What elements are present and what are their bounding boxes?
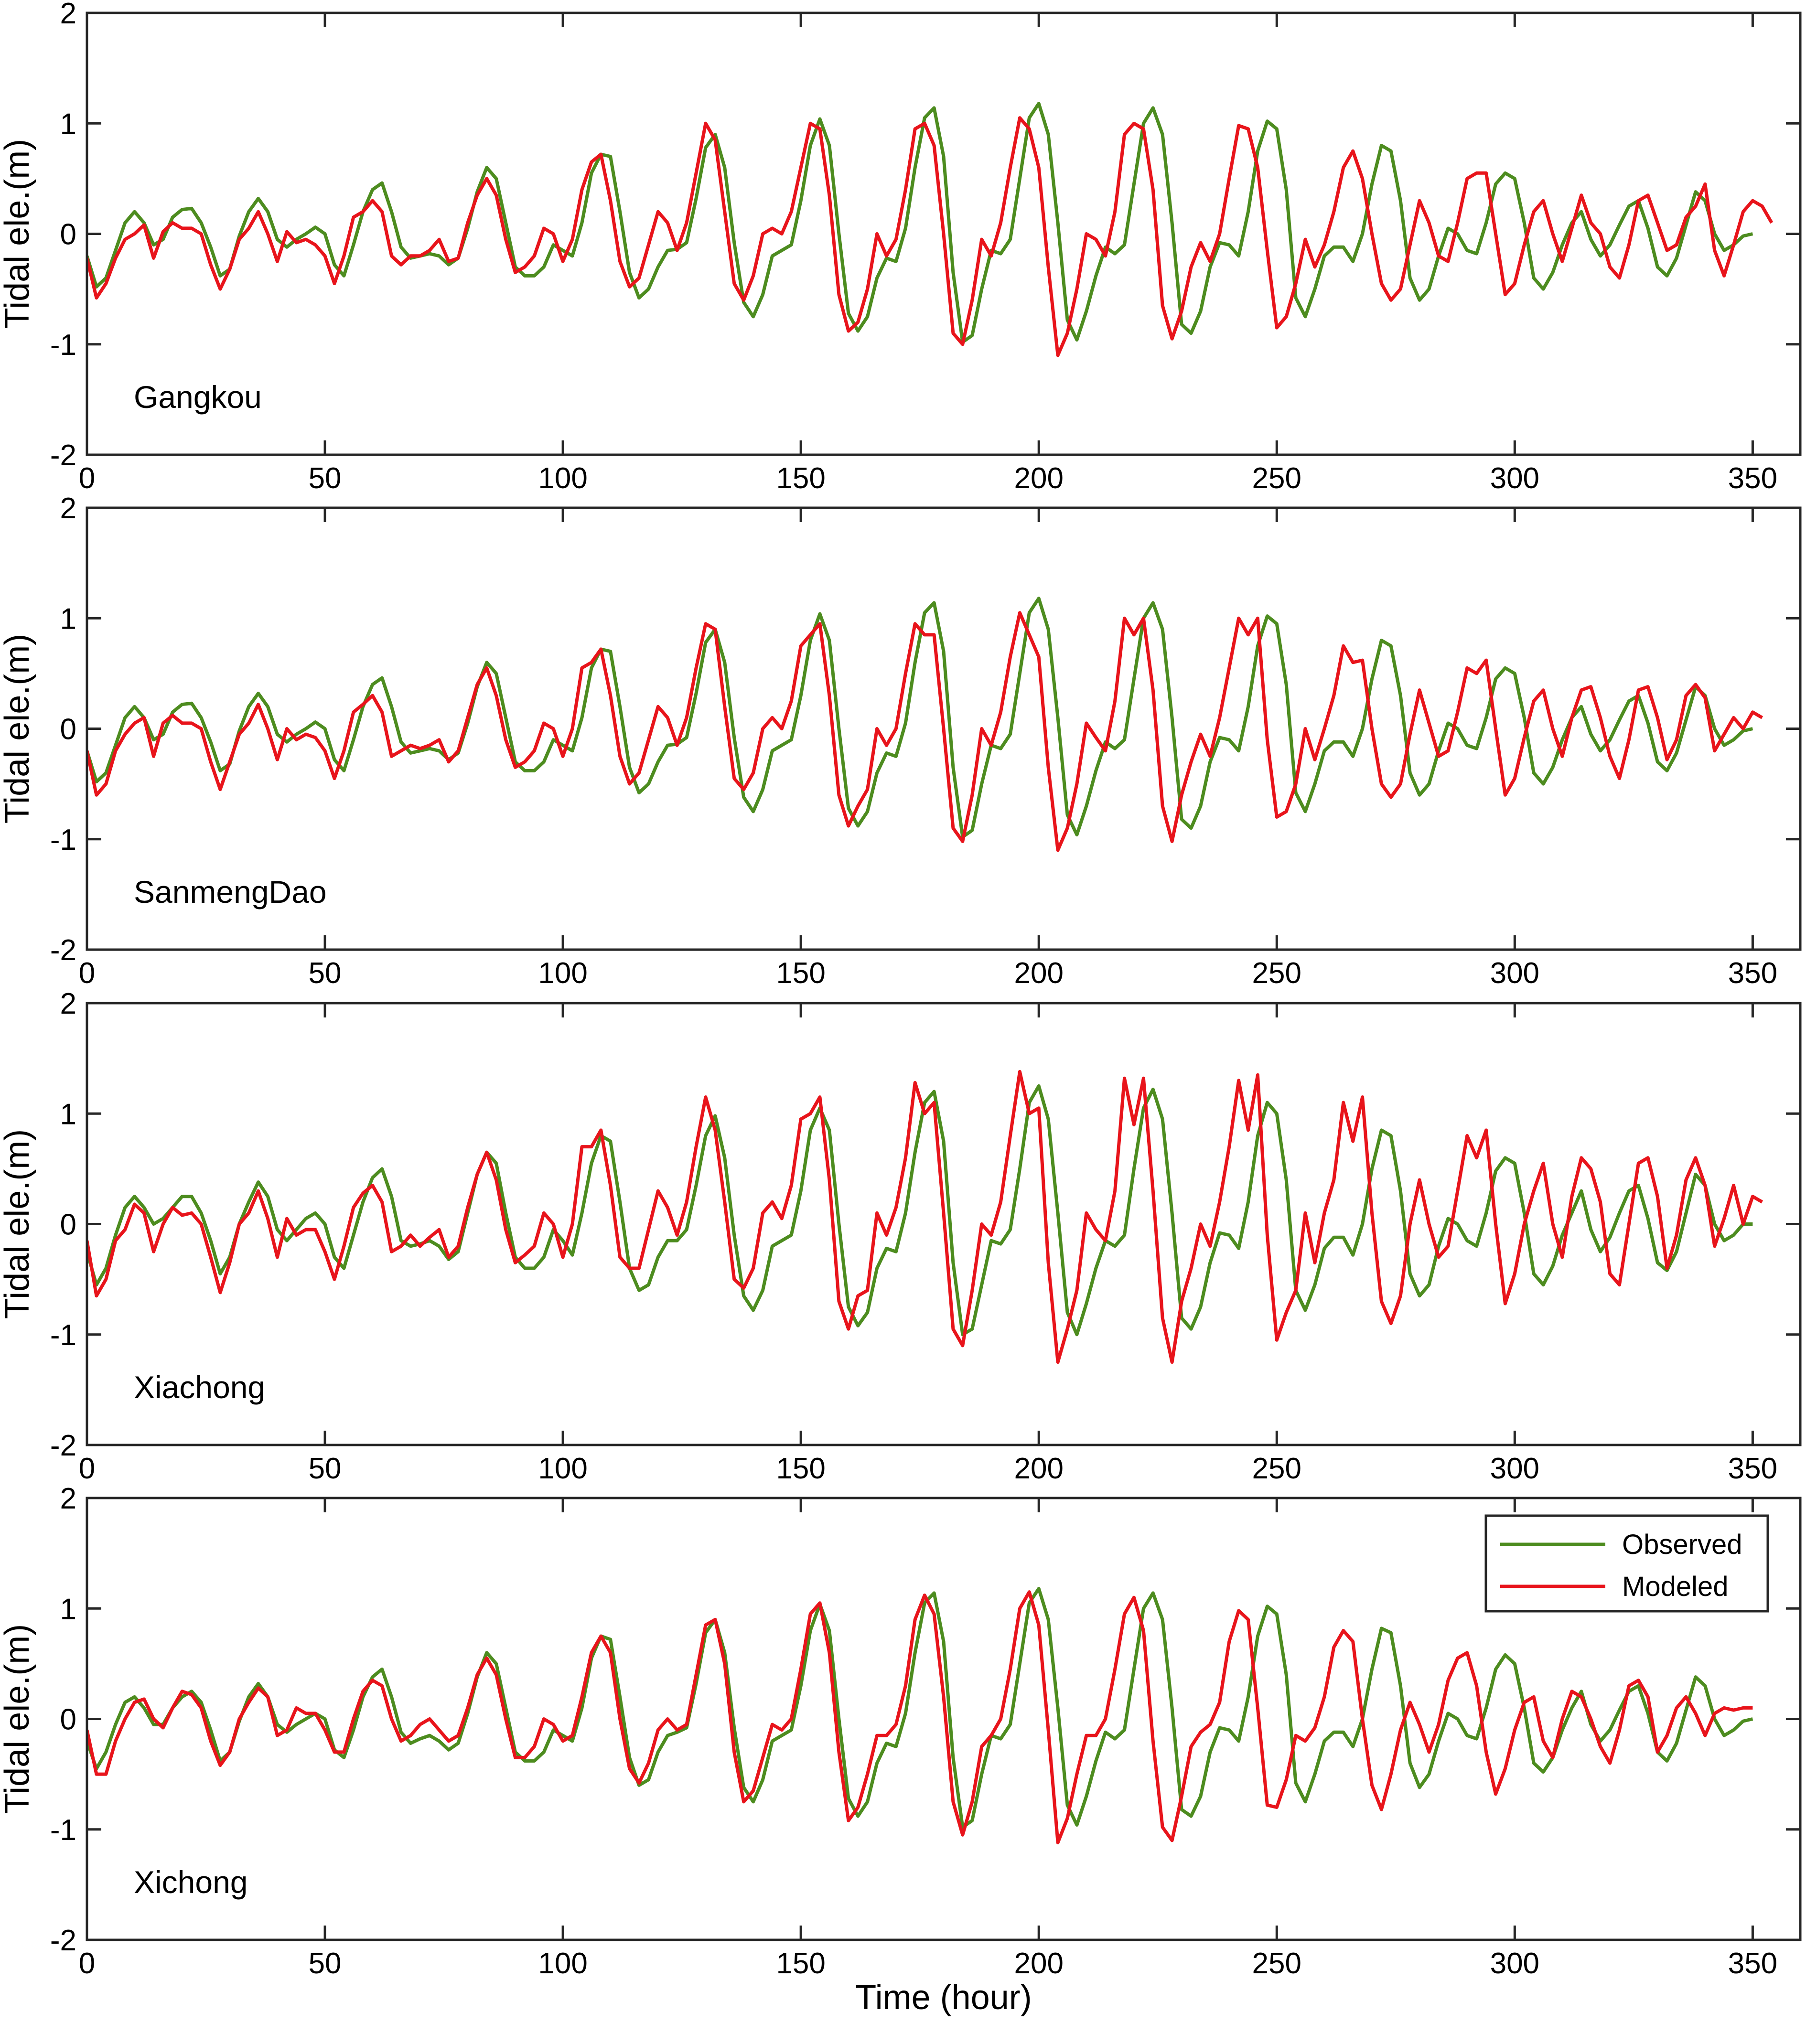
x-tick-label: 100	[538, 1452, 587, 1485]
station-label: Xichong	[134, 1864, 248, 1900]
y-tick-label: 2	[60, 492, 76, 525]
y-tick-label: 0	[60, 218, 76, 251]
x-tick-label: 150	[776, 957, 825, 990]
x-tick-label: 0	[79, 1452, 95, 1485]
series-line-modeled	[87, 1070, 1763, 1364]
y-tick-label: 1	[60, 602, 76, 635]
y-tick-label: 2	[60, 987, 76, 1020]
panel-sanmengdao: 0 50 100 150 200 250 300 350 -2 -1 0 1 2 Tidal ele.(m…	[0, 492, 1802, 990]
legend-box	[1484, 1514, 1769, 1613]
x-tick-label: 150	[776, 462, 825, 495]
series-line-modeled	[87, 1590, 1753, 1844]
series-group	[87, 102, 1774, 357]
y-axis-label: Tidal ele.(m)	[0, 1129, 36, 1319]
x-tick-label: 150	[776, 1452, 825, 1485]
series-group	[87, 597, 1763, 852]
panel-xichong: 0 50 100 150 200 250 300 350 -2 -1 0 1 2 Tidal ele.(m…	[0, 1482, 1802, 2017]
x-tick-label: 100	[538, 957, 587, 990]
series-line-modeled	[87, 611, 1763, 852]
legend-label-modeled: Modeled	[1622, 1571, 1728, 1602]
y-tick-label: 1	[60, 1098, 76, 1131]
y-tick-label: 0	[60, 1209, 76, 1241]
station-label: Xiachong	[134, 1370, 265, 1405]
y-tick-label: -1	[50, 329, 76, 362]
legend-label-observed: Observed	[1622, 1529, 1742, 1560]
x-tick-label: 100	[538, 1947, 587, 1980]
series-group	[87, 1587, 1753, 1844]
y-tick-label: -2	[50, 1429, 76, 1462]
x-tick-label: 200	[1014, 1947, 1063, 1980]
series-line-observed	[87, 1084, 1753, 1337]
x-tick-label: 50	[309, 1452, 342, 1485]
y-tick-label: -1	[50, 1319, 76, 1352]
station-label: Gangkou	[134, 379, 262, 415]
y-tick-label: 2	[60, 0, 76, 30]
x-tick-label: 100	[538, 462, 587, 495]
series-line-observed	[87, 597, 1753, 839]
x-tick-label: 350	[1728, 957, 1777, 990]
y-tick-label: 1	[60, 1593, 76, 1626]
x-tick-label: 300	[1490, 462, 1539, 495]
x-tick-label: 0	[79, 462, 95, 495]
y-tick-label: -1	[50, 1814, 76, 1847]
x-tick-label: 150	[776, 1947, 825, 1980]
y-axis-label: Tidal ele.(m)	[0, 139, 36, 329]
station-label: SanmengDao	[134, 874, 327, 910]
x-tick-label: 350	[1728, 462, 1777, 495]
y-axis-label: Tidal ele.(m)	[0, 634, 36, 824]
y-axis-label: Tidal ele.(m)	[0, 1624, 36, 1814]
x-axis-label: Time (hour)	[855, 1979, 1032, 2017]
x-tick-label: 250	[1252, 1452, 1301, 1485]
x-tick-label: 50	[309, 462, 342, 495]
y-tick-label: -2	[50, 934, 76, 967]
x-tick-label: 0	[79, 1947, 95, 1980]
series-line-modeled	[87, 116, 1774, 357]
x-tick-label: 250	[1252, 1947, 1301, 1980]
panel-xiachong: 0 50 100 150 200 250 300 350 -2 -1 0 1 2 Tidal ele.(m…	[0, 987, 1802, 1485]
x-tick-label: 300	[1490, 1947, 1539, 1980]
y-tick-label: 2	[60, 1482, 76, 1515]
legend: Observed Modeled	[1484, 1514, 1769, 1613]
y-tick-label: -1	[50, 824, 76, 856]
x-tick-label: 300	[1490, 957, 1539, 990]
x-tick-label: 300	[1490, 1452, 1539, 1485]
x-tick-label: 50	[309, 957, 342, 990]
y-tick-label: 0	[60, 1703, 76, 1736]
x-tick-label: 350	[1728, 1452, 1777, 1485]
x-tick-label: 250	[1252, 957, 1301, 990]
x-tick-label: 200	[1014, 957, 1063, 990]
series-line-observed	[87, 102, 1753, 344]
series-line-observed	[87, 1587, 1753, 1829]
y-tick-label: -2	[50, 439, 76, 472]
x-tick-label: 0	[79, 957, 95, 990]
x-tick-label: 200	[1014, 1452, 1063, 1485]
y-tick-label: 0	[60, 713, 76, 746]
panel-gangkou: 0 50 100 150 200 250 300 350 -2 -1 0 1 2 Tidal ele.(m…	[0, 0, 1802, 495]
x-tick-label: 250	[1252, 462, 1301, 495]
y-tick-label: -2	[50, 1924, 76, 1957]
series-group	[87, 1070, 1763, 1364]
x-tick-label: 350	[1728, 1947, 1777, 1980]
x-tick-label: 50	[309, 1947, 342, 1980]
x-tick-label: 200	[1014, 462, 1063, 495]
y-tick-label: 1	[60, 107, 76, 140]
